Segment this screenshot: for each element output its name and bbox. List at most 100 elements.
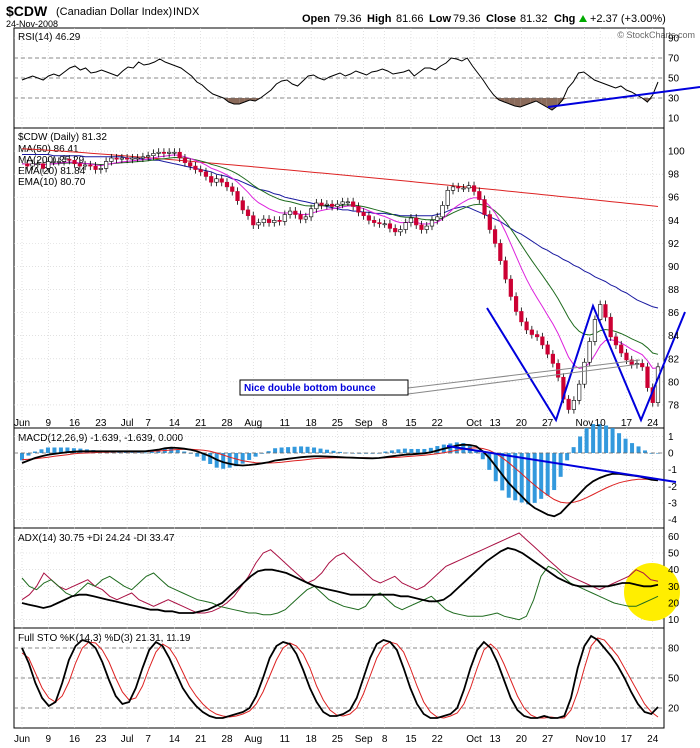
rsi-oversold-fill xyxy=(562,98,568,100)
macd-histogram-bar xyxy=(480,453,485,460)
rsi-oversold-fill xyxy=(514,98,521,107)
candle xyxy=(40,163,46,169)
rsi-oversold-fill xyxy=(228,98,234,104)
candle xyxy=(629,359,634,365)
x-tick-label: 27 xyxy=(542,418,554,429)
adx-minus-di-line xyxy=(21,532,659,614)
y-tick-label: 78 xyxy=(668,400,680,411)
macd-histogram-bar xyxy=(279,447,284,453)
candle xyxy=(582,361,587,385)
candle xyxy=(603,304,608,318)
macd-histogram-bar xyxy=(591,424,596,453)
macd-histogram-bar xyxy=(201,453,206,461)
candle xyxy=(429,220,435,227)
macd-histogram-bar xyxy=(318,448,323,453)
y-tick-label: 80 xyxy=(668,644,680,655)
x-tick-label: 7 xyxy=(145,418,151,429)
candle xyxy=(125,157,130,160)
y-tick-label: 10 xyxy=(668,615,680,626)
macd-histogram-bar xyxy=(558,453,563,477)
x-tick-label: 21 xyxy=(195,734,207,745)
legend-ema20: EMA(20) 81.84 xyxy=(18,166,86,177)
macd-histogram-bar xyxy=(266,451,271,453)
x-tick-label: 9 xyxy=(45,734,51,745)
x-tick-label: 20 xyxy=(516,418,528,429)
candle xyxy=(524,321,529,331)
macd-histogram-bar xyxy=(143,452,148,454)
y-tick-label: 82 xyxy=(668,354,680,365)
candle xyxy=(403,222,408,230)
macd-histogram-bar xyxy=(526,453,531,505)
y-tick-label: 30 xyxy=(668,94,680,105)
candle xyxy=(72,160,77,165)
rsi-layer xyxy=(14,57,700,111)
candle xyxy=(277,220,282,222)
candle xyxy=(88,164,93,167)
x-tick-label: Jul xyxy=(121,418,134,429)
candle xyxy=(103,161,109,169)
chg-value: +2.37 (+3.00%) xyxy=(590,13,666,25)
grid-layer xyxy=(14,28,664,728)
candle xyxy=(140,156,145,159)
candle xyxy=(282,214,287,222)
x-tick-label: Oct xyxy=(466,418,482,429)
macd-histogram-bar xyxy=(578,436,583,453)
low-value: 79.36 xyxy=(453,13,481,25)
x-tick-label: 17 xyxy=(621,418,633,429)
macd-histogram-bar xyxy=(539,453,544,499)
x-tick-label: 13 xyxy=(489,418,501,429)
rsi-oversold-fill xyxy=(647,98,653,102)
candle xyxy=(361,211,366,216)
macd-histogram-bar xyxy=(71,448,76,453)
candle xyxy=(440,205,445,218)
macd-trendline xyxy=(446,445,677,483)
candle xyxy=(188,162,193,167)
macd-histogram-bar xyxy=(643,450,648,453)
candle xyxy=(109,157,114,162)
x-tick-label: 13 xyxy=(489,734,501,745)
macd-histogram-bar xyxy=(123,451,128,453)
candle xyxy=(519,311,524,323)
candle xyxy=(46,161,51,169)
x-tick-label: 23 xyxy=(95,418,107,429)
candle xyxy=(466,185,471,189)
open-value: 79.36 xyxy=(334,13,362,25)
price-layer xyxy=(21,148,686,423)
candle xyxy=(245,209,251,216)
candle xyxy=(308,208,314,218)
candle xyxy=(456,186,461,189)
y-tick-label: 50 xyxy=(668,674,680,685)
macd-histogram-bar xyxy=(286,447,291,453)
macd-histogram-bar xyxy=(415,448,420,453)
macd-histogram-bar xyxy=(182,451,187,453)
candle xyxy=(93,165,98,170)
macd-histogram-bar xyxy=(130,452,135,453)
y-tick-label: 20 xyxy=(668,599,680,610)
candle xyxy=(608,316,613,338)
candle xyxy=(98,168,103,170)
close-value: 81.32 xyxy=(520,13,548,25)
macd-histogram-bar xyxy=(487,453,492,470)
candle xyxy=(503,260,508,280)
macd-histogram-bar xyxy=(519,453,524,503)
candle xyxy=(619,344,624,354)
candle xyxy=(408,217,414,223)
candle xyxy=(146,155,151,158)
candle xyxy=(303,216,308,220)
legend-ma200: MA(200) 95.29 xyxy=(18,155,85,166)
candle xyxy=(219,178,224,183)
x-tick-label: 22 xyxy=(432,734,444,745)
candle xyxy=(114,157,119,160)
candle xyxy=(151,153,156,156)
x-tick-label: Jun xyxy=(14,418,30,429)
x-tick-label: 24 xyxy=(647,418,659,429)
macd-histogram-bar xyxy=(506,453,511,498)
candle xyxy=(161,151,167,154)
rsi-oversold-fill xyxy=(239,98,245,104)
x-tick-label: 21 xyxy=(195,418,207,429)
rsi-oversold-fill xyxy=(520,98,526,107)
macd-histogram-bar xyxy=(234,453,239,467)
candle xyxy=(198,169,203,173)
y-tick-label: 90 xyxy=(668,34,680,45)
macd-histogram-bar xyxy=(617,433,622,453)
